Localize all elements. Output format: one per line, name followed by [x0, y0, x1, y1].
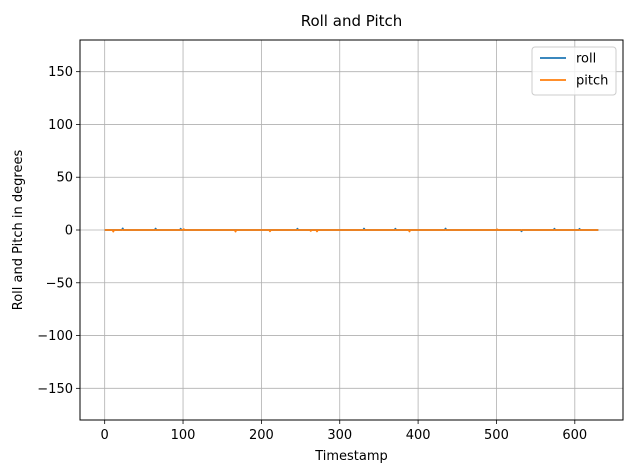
y-axis-label: Roll and Pitch in degrees [11, 150, 26, 311]
y-tick-label: −100 [37, 329, 73, 344]
y-tick-label: 100 [48, 118, 73, 133]
x-tick-label: 400 [406, 428, 431, 443]
legend-box [531, 46, 617, 96]
x-tick-label: 600 [562, 428, 587, 443]
y-tick-label: 0 [65, 224, 73, 239]
legend-label-pitch: pitch [576, 74, 608, 89]
x-tick-label: 0 [101, 428, 109, 443]
x-tick-label: 500 [484, 428, 509, 443]
series-line-pitch [104, 228, 599, 233]
y-tick-label: 50 [56, 171, 73, 186]
x-axis-label: Timestamp [314, 449, 388, 464]
tick-labels: 0 100 200 300 400 500 600 −150 −100 −50 0 50 100 150 [37, 65, 587, 443]
y-tick-label: −50 [46, 276, 73, 291]
series-lines [104, 227, 599, 233]
legend-label-roll: roll [576, 52, 596, 67]
y-tick-label: 150 [48, 65, 73, 80]
x-tick-label: 200 [249, 428, 274, 443]
y-tick-label: −150 [37, 382, 73, 397]
x-tick-label: 300 [327, 428, 352, 443]
x-tick-label: 100 [171, 428, 196, 443]
legend: roll pitch [531, 46, 617, 96]
chart-title: Roll and Pitch [301, 12, 403, 30]
